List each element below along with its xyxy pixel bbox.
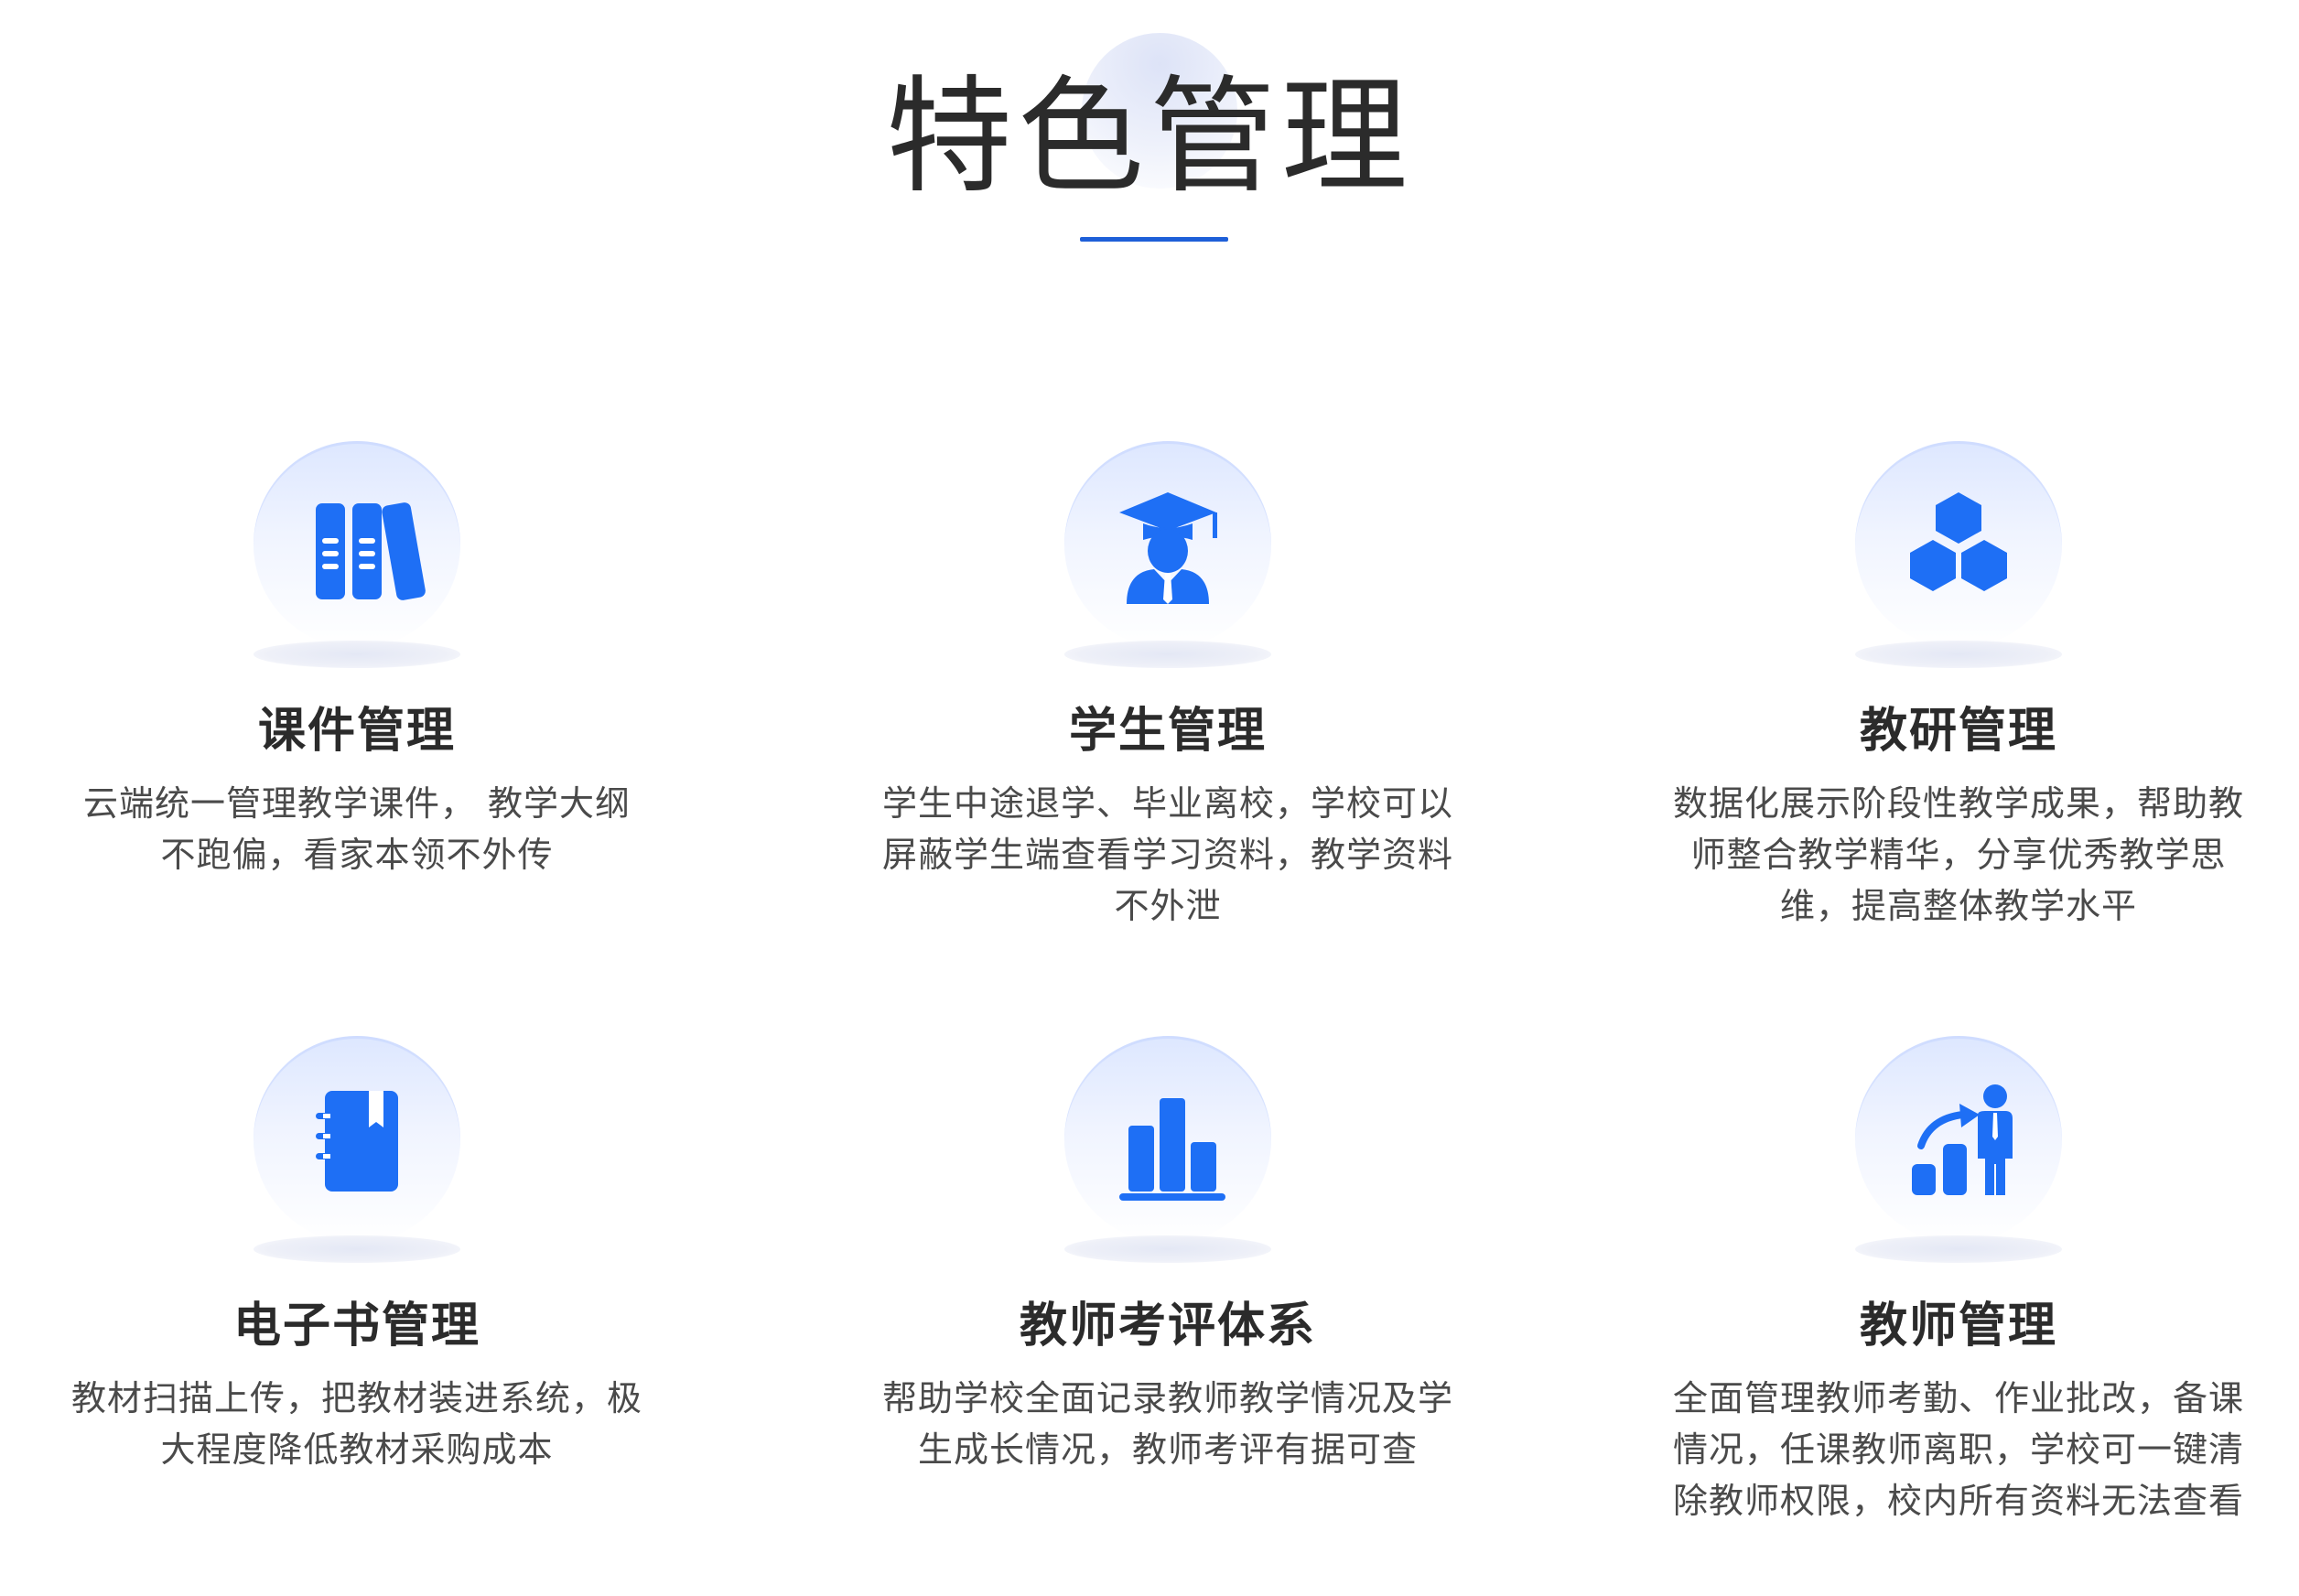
description-line: 师整合教学精华，分享优秀教学思 (1690, 835, 2227, 875)
description-line: 全面管理教师考勤、作业批改，备课 (1672, 1378, 2244, 1418)
feature-description: 学生中途退学、毕业离校，学校可以 屏蔽学生端查看学习资料，教学资料 不外泄 (847, 778, 1488, 932)
description-line: 屏蔽学生端查看学习资料，教学资料 (881, 835, 1453, 875)
icon-shadow (254, 1235, 460, 1263)
feature-title: 教师考评体系 (1019, 1299, 1316, 1353)
description-line: 维，提高整体教学水平 (1779, 886, 2137, 926)
page-title: 特色管理 (885, 63, 1413, 210)
description-line: 情况，任课教师离职，学校可一键清 (1672, 1429, 2244, 1470)
teacher-growth-icon (1855, 1036, 2062, 1243)
bar-chart-icon (1064, 1036, 1271, 1243)
icon-shadow (1855, 641, 2062, 668)
description-line: 大程度降低教材采购成本 (160, 1429, 554, 1470)
feature-description: 全面管理教师考勤、作业批改，备课 情况，任课教师离职，学校可一键清 除教师权限，… (1638, 1373, 2279, 1526)
description-line: 不跑偏，看家本领不外传 (160, 835, 554, 875)
description-line: 云端统一管理教学课件， 教学大纲 (82, 783, 631, 824)
title-underline (1080, 237, 1228, 242)
feature-description: 教材扫描上传，把教材装进系统，极 大程度降低教材采购成本 (37, 1373, 677, 1475)
description-line: 生成长情况，教师考评有据可查 (917, 1429, 1418, 1470)
feature-title: 学生管理 (1068, 704, 1267, 759)
feature-title: 教师管理 (1859, 1299, 2057, 1353)
hexagons-icon (1855, 441, 2062, 648)
icon-shadow (254, 641, 460, 668)
icon-shadow (1064, 1235, 1271, 1263)
feature-title: 教研管理 (1859, 704, 2057, 759)
icon-shadow (1064, 641, 1271, 668)
feature-title: 课件管理 (257, 704, 456, 759)
books-icon (254, 441, 460, 648)
icon-shadow (1855, 1235, 2062, 1263)
description-line: 除教师权限，校内所有资料无法查看 (1672, 1481, 2244, 1521)
description-line: 教材扫描上传，把教材装进系统，极 (70, 1378, 642, 1418)
feature-description: 数据化展示阶段性教学成果，帮助教 师整合教学精华，分享优秀教学思 维，提高整体教… (1638, 778, 2279, 932)
title-decoration-circle (1082, 33, 1237, 189)
description-line: 不外泄 (1114, 886, 1222, 926)
feature-title: 电子书管理 (232, 1299, 480, 1353)
graduate-student-icon (1064, 441, 1271, 648)
description-line: 数据化展示阶段性教学成果，帮助教 (1672, 783, 2244, 824)
feature-description: 云端统一管理教学课件， 教学大纲 不跑偏，看家本领不外传 (37, 778, 677, 880)
notebook-icon (254, 1036, 460, 1243)
feature-description: 帮助学校全面记录教师教学情况及学 生成长情况，教师考评有据可查 (847, 1373, 1488, 1475)
description-line: 学生中途退学、毕业离校，学校可以 (881, 783, 1453, 824)
description-line: 帮助学校全面记录教师教学情况及学 (881, 1378, 1453, 1418)
